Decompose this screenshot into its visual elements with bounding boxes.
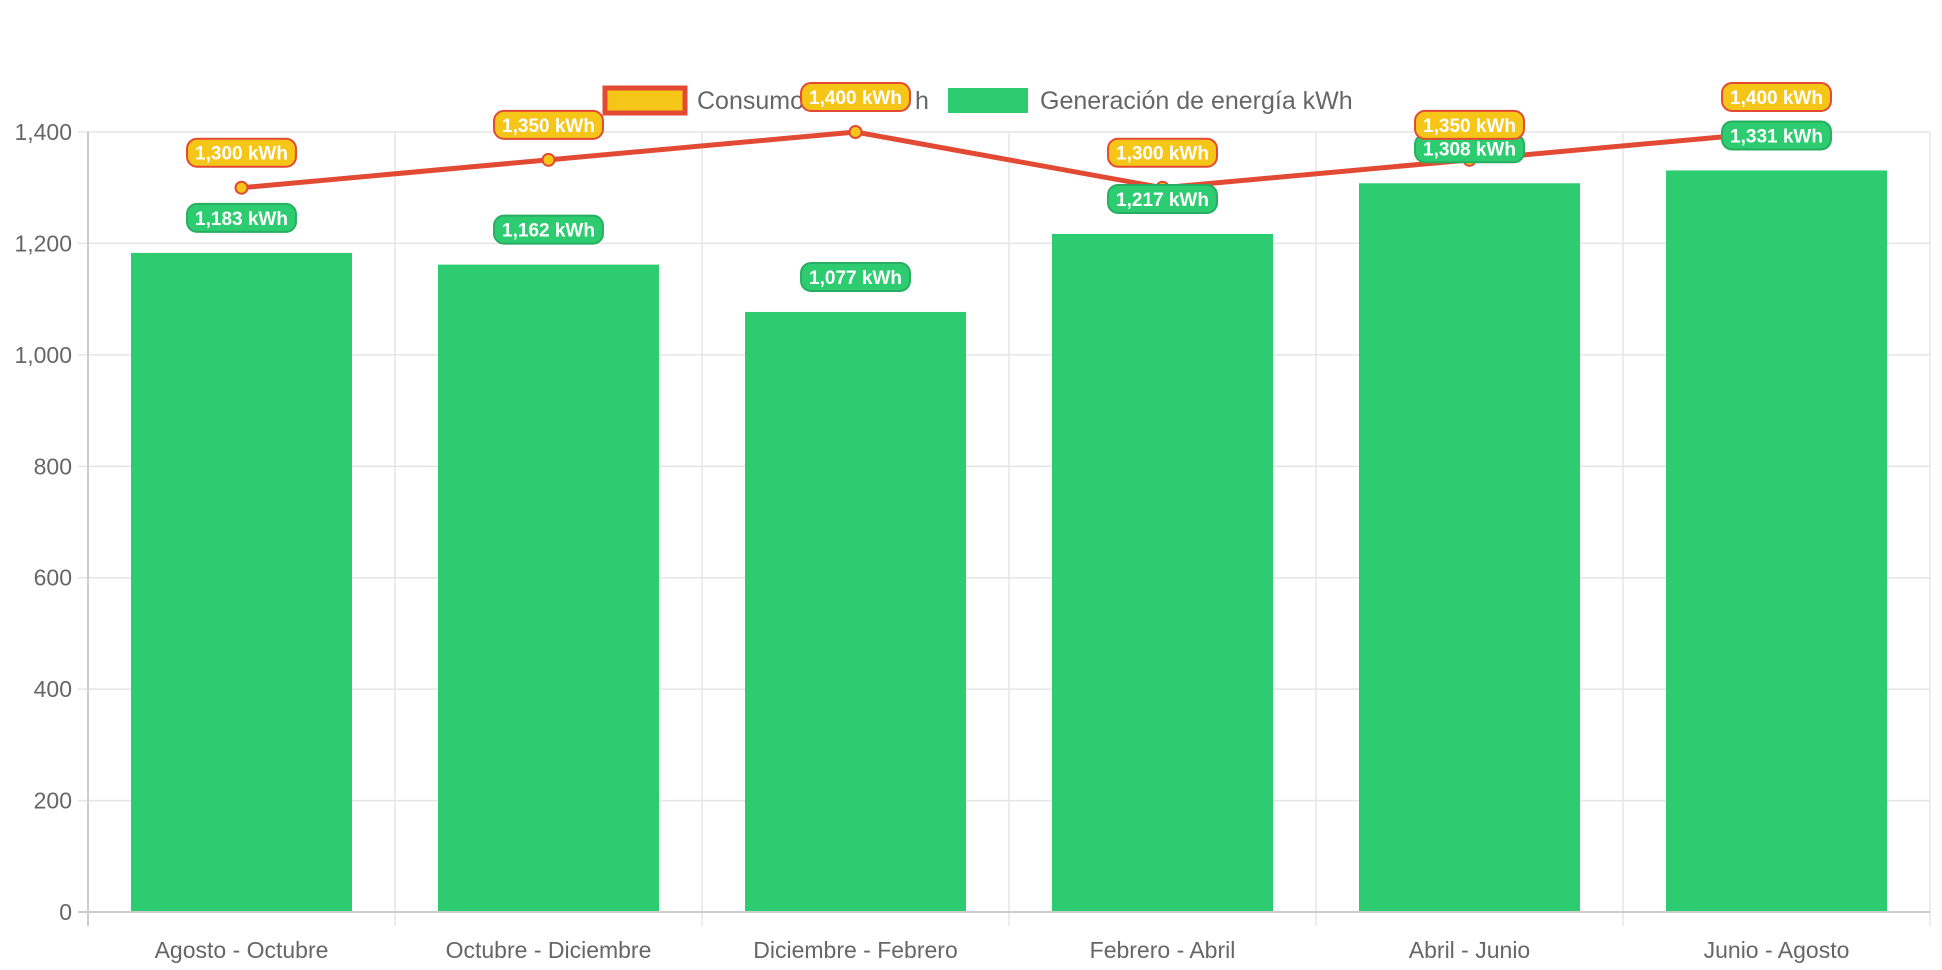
x-tick-label: Junio - Agosto — [1704, 937, 1850, 963]
x-tick-label: Febrero - Abril — [1090, 937, 1236, 963]
y-tick-label: 400 — [34, 676, 72, 702]
bar-value-label: 1,183 kWh — [186, 202, 297, 233]
bar — [131, 252, 352, 912]
line-value-label-text: 1,350 kWh — [1423, 116, 1516, 137]
y-tick-label: 800 — [34, 453, 72, 479]
legend-item-generacion[interactable]: Generación de energía kWh — [948, 87, 1353, 115]
legend[interactable]: Consumo h Generación de energía kWh — [602, 85, 1353, 116]
line-value-label: 1,400 kWh — [1721, 82, 1832, 112]
x-tick-label: Diciembre - Febrero — [753, 937, 958, 963]
bar — [1052, 233, 1273, 912]
legend-swatch-generacion — [948, 88, 1028, 113]
bar — [745, 311, 966, 912]
line-value-label: 1,400 kWh — [800, 82, 911, 112]
legend-label-generacion: Generación de energía kWh — [1040, 87, 1353, 115]
x-tick-label: Octubre - Diciembre — [446, 937, 652, 963]
line-value-label-bg — [493, 109, 604, 140]
bar — [1359, 183, 1580, 912]
legend-label-consumo: Consumo — [697, 87, 804, 115]
bar-value-label-text: 1,077 kWh — [809, 268, 902, 289]
line-value-label: 1,300 kWh — [186, 137, 297, 168]
x-tick-label: Abril - Junio — [1409, 937, 1530, 963]
x-tick-label: Agosto - Octubre — [155, 937, 329, 963]
data-labels: 1,183 kWh 1,162 kWh 1,077 kWh 1,217 kWh 1,30… — [186, 82, 1832, 292]
line-value-label-bg — [1721, 82, 1832, 112]
y-tick-label: 200 — [34, 788, 72, 814]
line-value-label: 1,350 kWh — [493, 109, 604, 140]
y-tick-label: 0 — [59, 899, 72, 925]
bar-value-label: 1,308 kWh — [1414, 133, 1525, 164]
bar-value-label: 1,331 kWh — [1721, 120, 1832, 151]
bar-value-label-bg — [1721, 120, 1832, 151]
line-value-label: 1,300 kWh — [1107, 137, 1218, 168]
bar-value-label: 1,077 kWh — [800, 261, 911, 292]
bar-value-label-bg — [800, 261, 911, 292]
line-value-label-text: 1,400 kWh — [1730, 88, 1823, 109]
legend-label-consumo-tail: h — [915, 87, 929, 115]
bar-value-label-text: 1,331 kWh — [1730, 126, 1823, 147]
bar — [1666, 170, 1887, 912]
bar-value-label-text: 1,162 kWh — [502, 221, 595, 242]
bar-value-label: 1,217 kWh — [1107, 183, 1218, 214]
legend-item-consumo[interactable]: Consumo h — [602, 85, 929, 116]
line-point — [234, 180, 249, 195]
line-value-label-text: 1,350 kWh — [502, 116, 595, 137]
bar-value-label-text: 1,217 kWh — [1116, 190, 1209, 211]
y-tick-label: 600 — [34, 565, 72, 591]
grid — [78, 131, 1931, 926]
bar-value-label-text: 1,183 kWh — [195, 209, 288, 230]
y-tick-label: 1,000 — [14, 342, 72, 368]
legend-swatch-consumo — [602, 85, 688, 116]
line-value-label-bg — [186, 137, 297, 168]
bars — [131, 170, 1887, 913]
bar-value-label-bg — [493, 214, 604, 245]
bar — [438, 264, 659, 913]
y-tick-label: 1,200 — [14, 230, 72, 256]
y-tick-label: 1,400 — [14, 119, 72, 145]
bar-value-label: 1,162 kWh — [493, 214, 604, 245]
line-value-label-text: 1,300 kWh — [1116, 144, 1209, 165]
bar-value-label-bg — [1107, 183, 1218, 214]
line-value-label-text: 1,300 kWh — [195, 144, 288, 165]
line-point — [541, 152, 556, 167]
bar-value-label-bg — [186, 202, 297, 233]
line-value-label: 1,350 kWh — [1414, 109, 1525, 140]
axes: 0 200 400 600 800 1,000 1,200 1,400 Agosto - Oct… — [14, 119, 1930, 963]
line-value-label-bg — [1107, 137, 1218, 168]
line-value-label-bg — [800, 82, 911, 112]
line-value-label-bg — [1414, 109, 1525, 140]
line-value-label-text: 1,400 kWh — [809, 88, 902, 109]
line-point — [848, 125, 863, 139]
bar-value-label-text: 1,308 kWh — [1423, 139, 1516, 160]
